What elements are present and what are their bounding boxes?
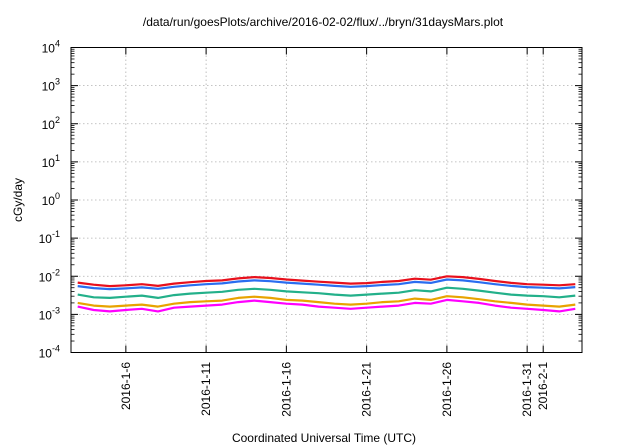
series-line (77, 295, 576, 308)
y-tick-label: 10-2 (39, 267, 60, 284)
x-tick-label: 2016-2-1 (536, 362, 550, 410)
y-tick-label: 10-4 (39, 344, 60, 361)
y-tick-label: 100 (42, 191, 60, 208)
y-tick-labels: 10-4 10-3 10-2 10-1 100 101 102 103 104 (39, 39, 60, 361)
chart-title: /data/run/goesPlots/archive/2016-02-02/f… (143, 15, 504, 29)
x-axis-label: Coordinated Universal Time (UTC) (232, 431, 416, 445)
grid (71, 47, 582, 353)
x-tick-label: 2016-1-16 (279, 362, 293, 417)
x-tick-label: 2016-1-31 (520, 362, 534, 417)
series-group (77, 275, 576, 313)
y-tick-label: 10-1 (39, 229, 60, 246)
x-tick-label: 2016-1-21 (360, 362, 374, 417)
series-line (77, 286, 576, 299)
series-line (77, 275, 576, 288)
x-tick-label: 2016-1-6 (119, 362, 133, 410)
series-line (77, 278, 576, 291)
y-tick-label: 104 (42, 39, 60, 56)
x-tick-label: 2016-1-26 (440, 362, 454, 417)
y-axis-label: cGy/day (11, 178, 25, 222)
y-tick-label: 101 (42, 153, 60, 170)
x-tick-label: 2016-1-11 (199, 362, 213, 416)
ticks (71, 47, 582, 353)
y-tick-label: 102 (42, 115, 60, 132)
y-tick-label: 10-3 (39, 305, 60, 322)
series-line (77, 298, 576, 313)
y-tick-label: 103 (42, 77, 60, 94)
x-tick-labels: 2016-1-6 2016-1-11 2016-1-16 2016-1-21 2016-… (119, 362, 550, 417)
